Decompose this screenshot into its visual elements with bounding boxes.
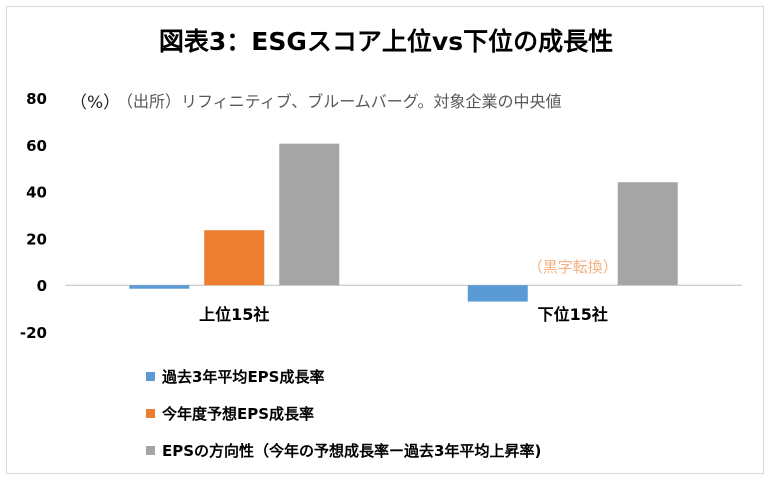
y-tick-label: 0 bbox=[37, 277, 47, 295]
y-tick-label: 60 bbox=[26, 137, 47, 155]
y-tick-label: 20 bbox=[26, 230, 47, 248]
bar-s0-c1 bbox=[467, 285, 528, 302]
y-tick-label: 40 bbox=[26, 184, 47, 202]
annotation-label: （黒字転換） bbox=[528, 258, 618, 276]
source-note: （出所）リフィニティブ、ブルームバーグ。対象企業の中央値 bbox=[117, 92, 562, 111]
y-tick-label: -20 bbox=[20, 324, 47, 342]
category-label: 下位15社 bbox=[538, 305, 608, 324]
bar-s1-c0 bbox=[204, 230, 265, 286]
legend-swatch bbox=[146, 372, 155, 381]
bar-s0-c0 bbox=[129, 285, 190, 289]
legend-swatch bbox=[146, 446, 155, 455]
legend-label: 今年度予想EPS成長率 bbox=[162, 405, 315, 423]
legend-label: 過去3年平均EPS成長率 bbox=[162, 368, 325, 386]
legend-label: EPSの方向性（今年の予想成長率ー過去3年平均上昇率) bbox=[162, 442, 542, 460]
y-tick-label: 80 bbox=[26, 90, 47, 108]
category-label: 上位15社 bbox=[199, 305, 269, 324]
chart-title: 図表3：ESGスコア上位vs下位の成長性 bbox=[158, 27, 614, 56]
y-unit-label: （%） bbox=[70, 93, 121, 113]
legend-swatch bbox=[146, 409, 155, 418]
bar-s2-c1 bbox=[617, 182, 678, 286]
bar-s2-c0 bbox=[279, 143, 340, 286]
